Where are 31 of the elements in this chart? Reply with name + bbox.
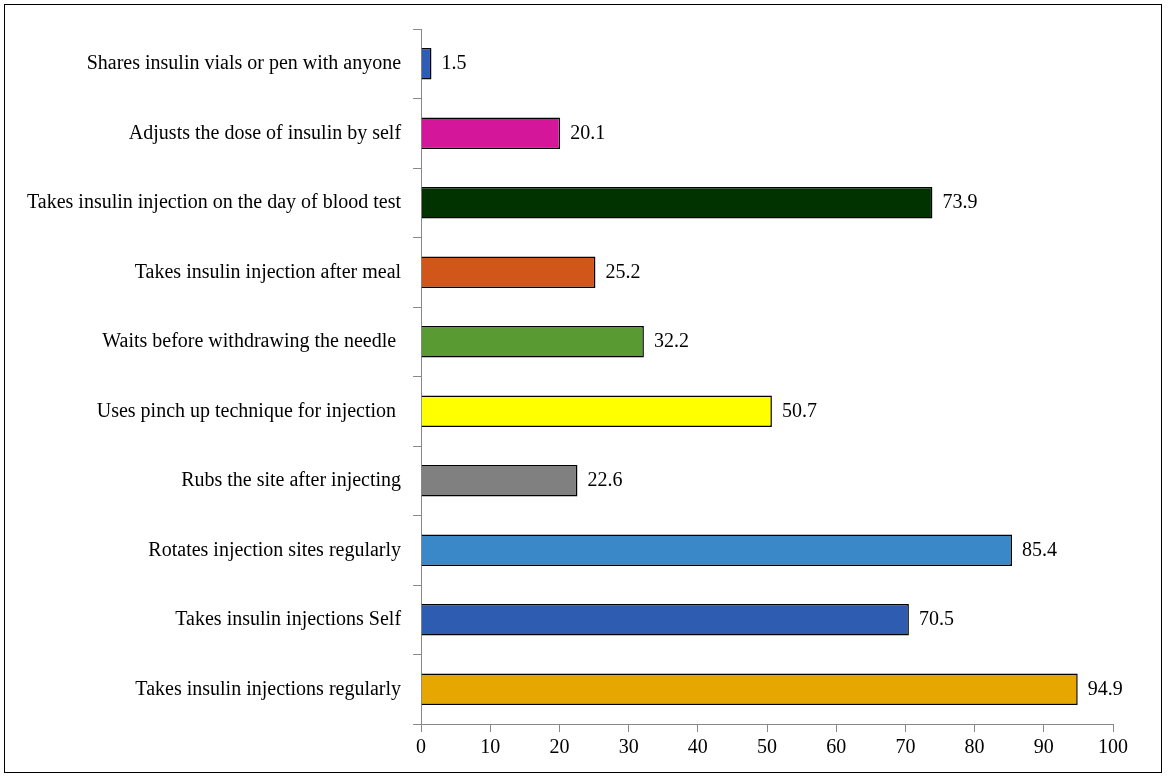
data-label: 1.5 [441,51,467,73]
y-tick-label: Waits before withdrawing the needle [102,329,402,352]
data-label: 85.4 [1021,537,1057,560]
x-tick-label: 10 [480,735,501,758]
x-tick-label: 100 [1098,735,1128,758]
x-tick-label: 90 [1033,735,1054,758]
y-tick-label: Takes insulin injection after meal [134,259,402,283]
data-label: 32.2 [653,329,689,351]
data-label: 22.6 [587,468,623,490]
y-tick-label: Shares insulin vials or pen with anyone [86,51,402,74]
x-tick-label: 50 [757,735,778,758]
data-label: 50.7 [781,398,817,421]
x-tick-label: 40 [687,735,708,758]
y-tick-label: Takes insulin injection on the day of blood test [27,190,402,213]
x-tick-label: 0 [416,735,427,758]
x-tick-label: 80 [964,735,985,758]
y-tick-label: Takes insulin injections regularly [135,676,402,700]
y-tick-label: Takes insulin injections Self [175,607,402,630]
data-label: 94.9 [1087,676,1123,699]
x-tick-label: 70 [895,735,916,758]
y-tick-label: Rubs the site after injecting [181,468,402,491]
data-label: 73.9 [942,190,978,212]
x-tick-label: 30 [618,735,639,758]
data-label: 20.1 [570,120,606,143]
data-label: 70.5 [918,607,954,629]
y-tick-label: Adjusts the dose of insulin by self [128,120,402,144]
x-tick-label: 20 [549,735,570,758]
data-label: 25.2 [605,259,641,282]
x-tick-label: 60 [826,735,847,758]
y-tick-label: Uses pinch up technique for injection [96,398,402,422]
y-tick-label: Rotates injection sites regularly [148,537,402,561]
